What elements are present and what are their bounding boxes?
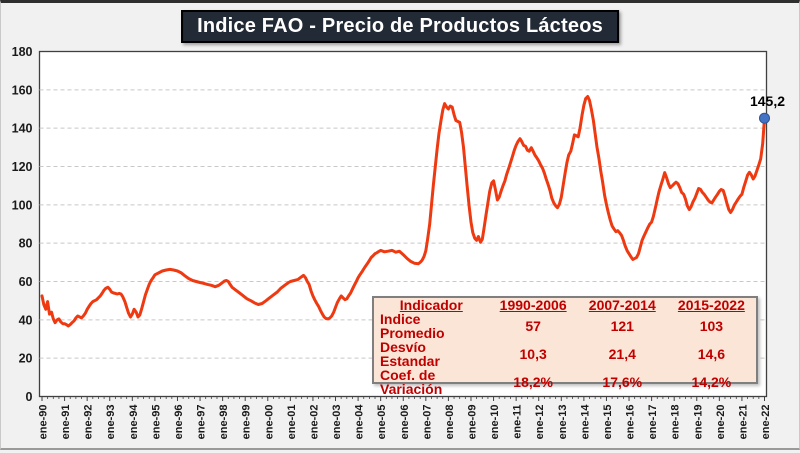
dairy-price-index-line (40, 95, 766, 328)
x-axis-label: ene-14 (579, 404, 591, 440)
stats-value: 18,2% (513, 374, 553, 390)
x-axis-label: ene-13 (557, 405, 569, 440)
x-axis-label: ene-01 (286, 405, 298, 440)
y-axis-label: 20 (19, 352, 33, 366)
x-axis-label: ene-09 (466, 405, 478, 440)
x-axis-label: ene-03 (331, 405, 343, 440)
x-axis-label: ene-12 (534, 405, 546, 440)
stats-value: 17,6% (602, 374, 643, 390)
stats-header-2015-2022: 2015-2022 (677, 297, 745, 313)
stats-header-1990-2006: 1990-2006 (499, 297, 567, 313)
stats-value: 57 (525, 318, 541, 334)
stats-row-label-desvio: Desvío Estandar (380, 339, 440, 369)
chart-title: Indice FAO - Precio de Productos Lácteos (181, 10, 619, 43)
x-axis-label: ene-02 (308, 405, 320, 440)
y-axis-label: 180 (12, 45, 33, 59)
x-axis-label: ene-08 (444, 405, 456, 440)
x-axis-label: ene-04 (354, 404, 366, 440)
x-axis-label: ene-93 (105, 405, 117, 440)
chart-title-text: Indice FAO - Precio de Productos Lácteos (197, 15, 603, 37)
x-axis-label: ene-16 (625, 405, 637, 440)
stats-value: 14,2% (691, 374, 732, 390)
x-axis-label: ene-00 (263, 405, 275, 440)
y-axis-label: 100 (12, 198, 33, 212)
x-axis-label: ene-10 (489, 405, 501, 440)
x-axis-label: ene-92 (83, 405, 95, 440)
stats-value: 14,6 (697, 346, 726, 362)
x-axis-label: ene-17 (647, 405, 659, 440)
stats-table: Indicador 1990-2006 2007-2014 2015-2022 … (372, 296, 758, 396)
x-axis-label: ene-19 (692, 405, 704, 440)
stats-value: 103 (699, 318, 724, 334)
stats-value: 10,3 (519, 346, 547, 362)
y-axis-label: 160 (12, 83, 33, 97)
last-point-value-label: 145,2 (750, 93, 785, 109)
y-axis-label: 40 (19, 313, 33, 327)
x-axis-label: ene-05 (376, 405, 388, 440)
y-axis-label: 60 (19, 275, 33, 289)
x-axis-label: ene-98 (218, 405, 230, 440)
stats-row-label-coef-variacion: Coef. de Variación (380, 367, 443, 397)
x-axis-label: ene-96 (173, 405, 185, 440)
x-axis-label: ene-06 (399, 405, 411, 440)
x-axis-label: ene-95 (150, 405, 162, 440)
stats-value: 21,4 (608, 346, 636, 362)
x-axis-label: ene-94 (128, 404, 140, 440)
x-axis-label: ene-22 (760, 405, 772, 440)
y-axis-label: 140 (12, 122, 33, 136)
x-axis-label: ene-11 (512, 405, 524, 439)
x-axis-label: ene-99 (241, 405, 253, 440)
y-axis-label: 0 (26, 390, 33, 404)
x-axis-label: ene-18 (670, 405, 682, 440)
x-axis-label: ene-07 (421, 405, 433, 440)
y-axis-label: 120 (12, 160, 33, 174)
x-axis-label: ene-91 (60, 405, 72, 440)
stats-header-indicador: Indicador (399, 297, 463, 313)
stats-header-2007-2014: 2007-2014 (588, 297, 656, 313)
x-axis-label: ene-15 (602, 405, 614, 440)
stats-value: 121 (610, 318, 634, 334)
stats-row-label-promedio: Indice Promedio (380, 311, 445, 341)
x-axis-label: ene-90 (38, 405, 50, 440)
x-axis-label: ene-20 (715, 405, 727, 440)
x-axis-label: ene-97 (196, 405, 208, 440)
y-axis-label: 80 (19, 237, 33, 251)
x-axis-label: ene-21 (737, 405, 749, 440)
last-point-marker (759, 112, 770, 124)
